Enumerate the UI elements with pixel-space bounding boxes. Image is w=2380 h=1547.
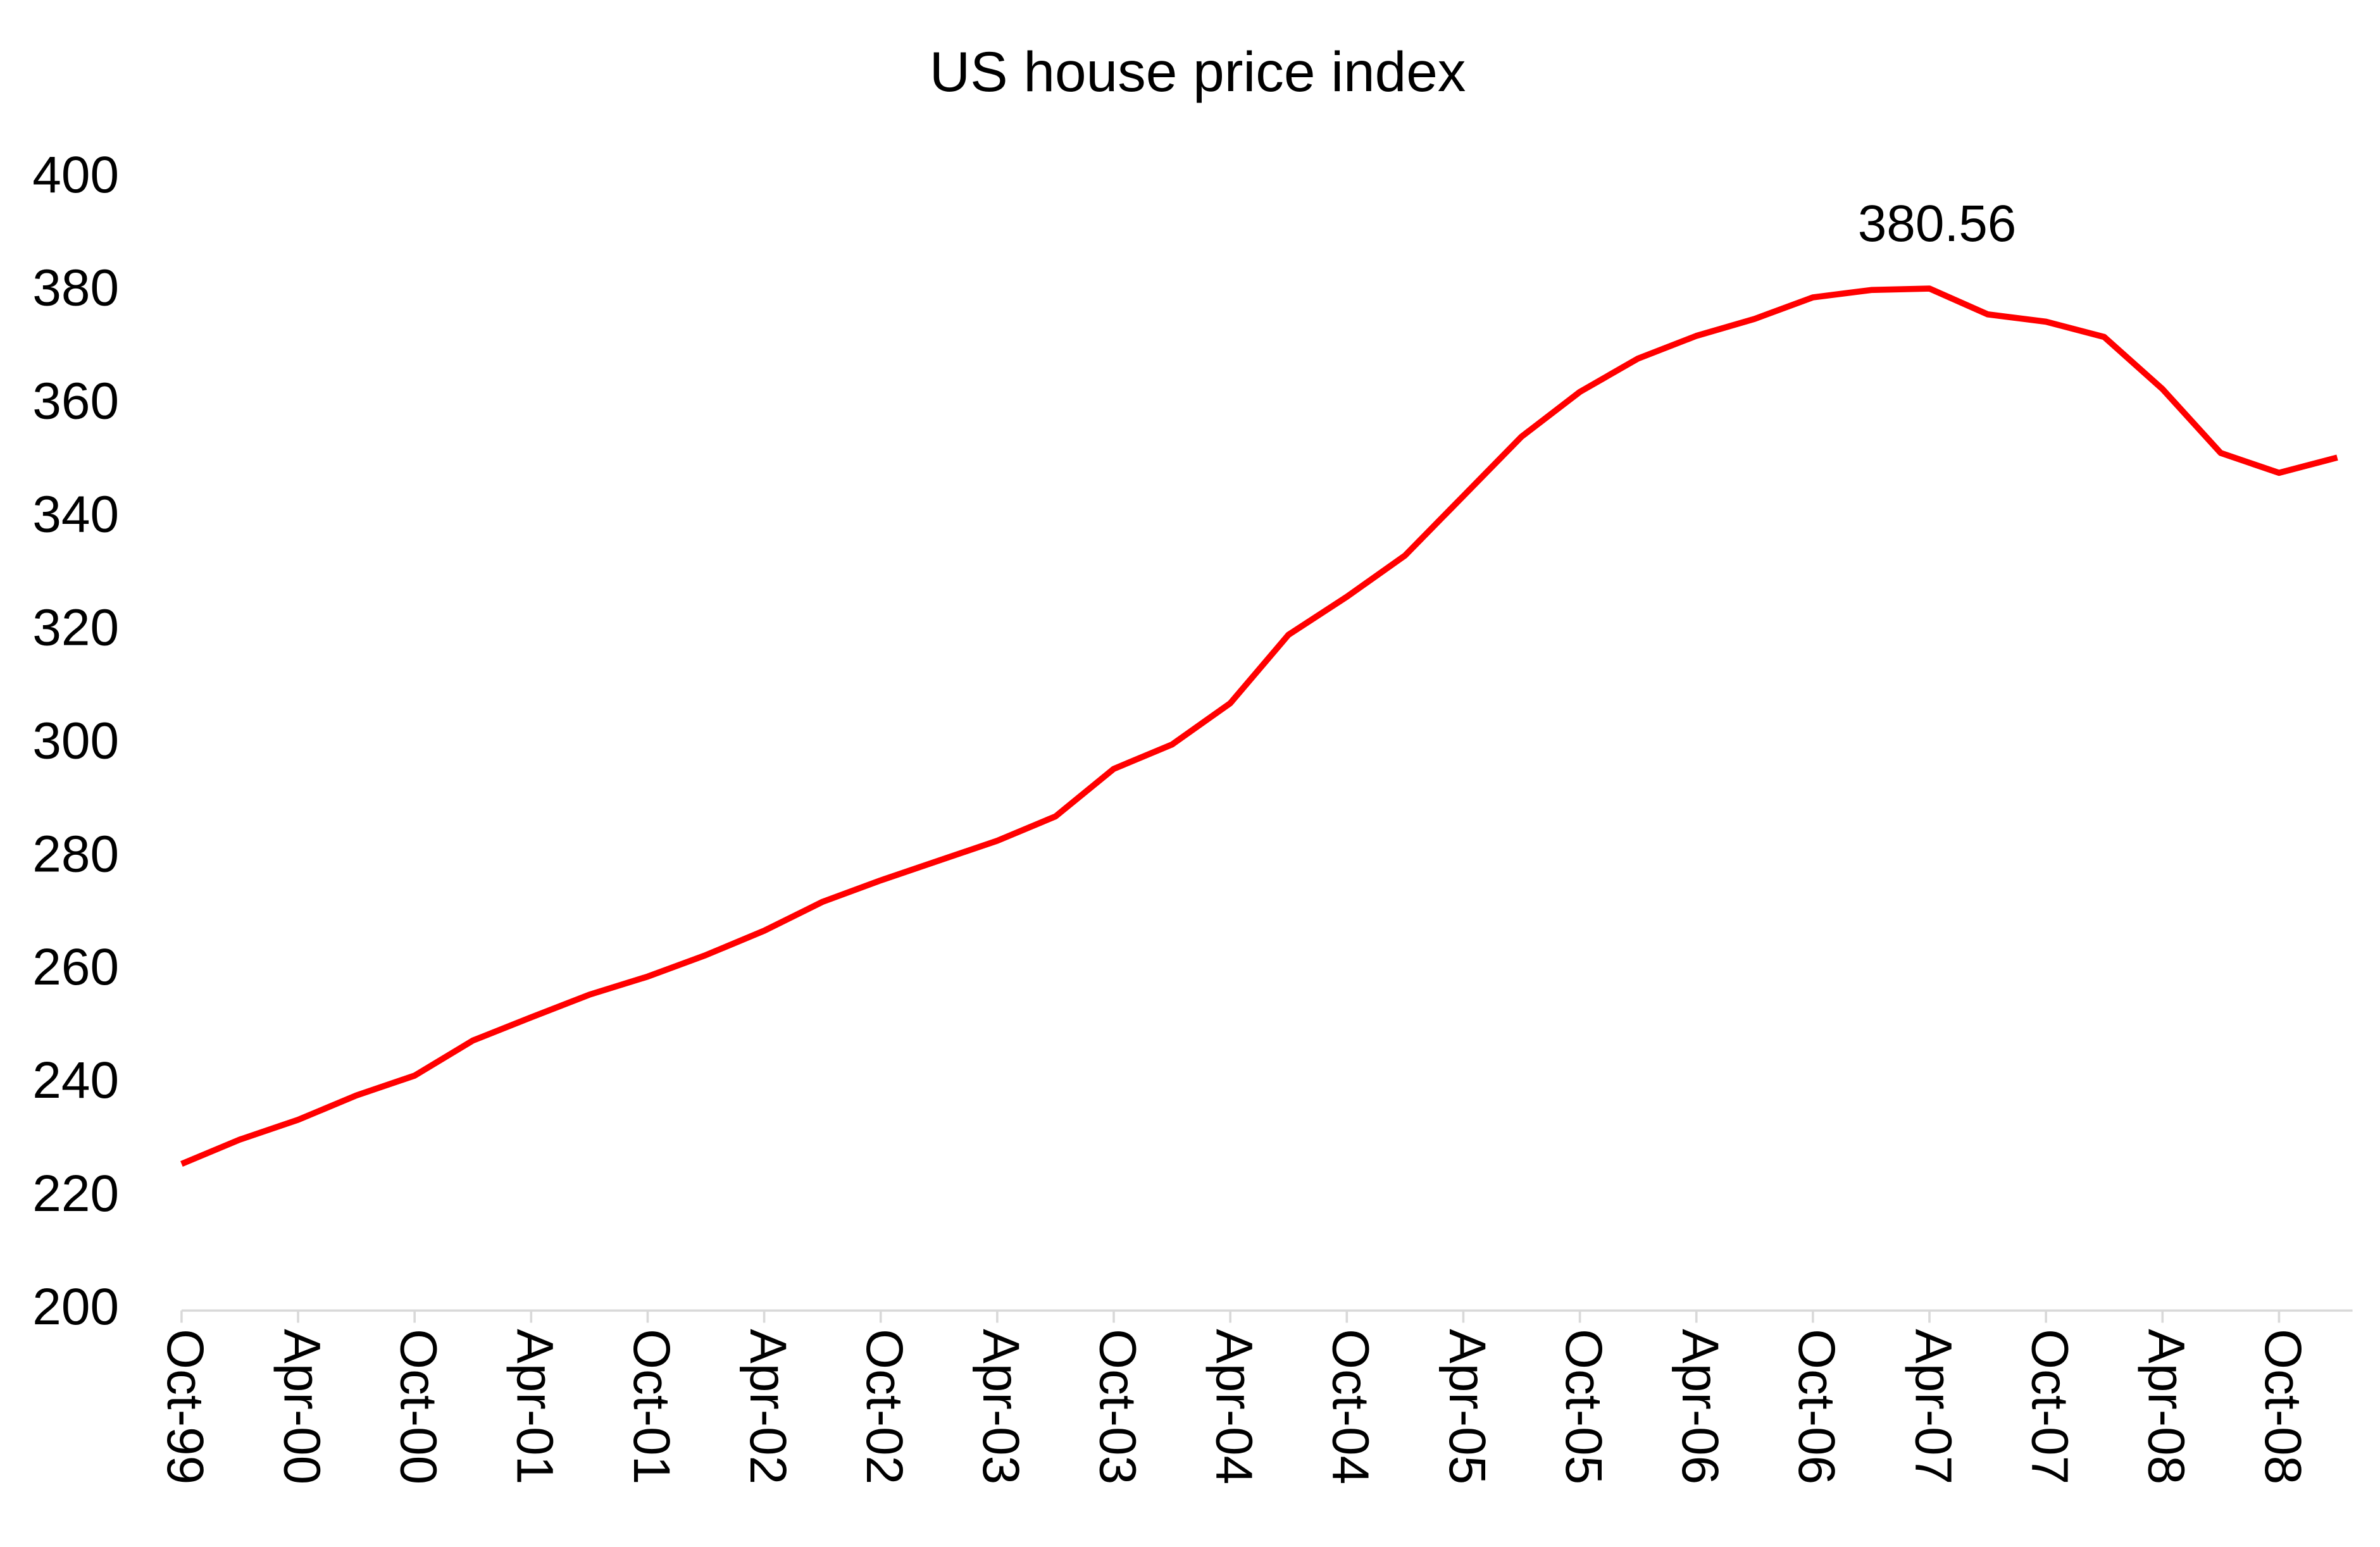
x-tick-label: Oct-08 — [2254, 1329, 2312, 1484]
y-tick-label: 260 — [32, 938, 119, 996]
x-tick-label: Apr-07 — [1904, 1329, 1962, 1484]
x-tick-label: Oct-07 — [2021, 1329, 2078, 1484]
chart-title: US house price index — [930, 40, 1466, 103]
y-tick-label: 300 — [32, 712, 119, 769]
line-series — [180, 285, 2338, 1167]
x-tick-label: Apr-08 — [2138, 1329, 2195, 1484]
x-tick-label: Oct-03 — [1088, 1329, 1146, 1484]
y-tick-label: 380 — [32, 259, 119, 317]
x-tick-label: Apr-06 — [1671, 1329, 1729, 1484]
x-tick-label: Oct-01 — [623, 1329, 680, 1484]
x-tick-label: Oct-06 — [1788, 1329, 1845, 1484]
y-tick-label: 200 — [32, 1278, 119, 1336]
x-tick-label: Oct-02 — [856, 1329, 913, 1484]
y-tick-label: 240 — [32, 1052, 119, 1109]
y-tick-label: 360 — [32, 373, 119, 430]
y-tick-label: 340 — [32, 486, 119, 544]
x-tick-label: Apr-05 — [1438, 1329, 1496, 1484]
y-tick-label: 280 — [32, 825, 119, 883]
x-tick-label: Apr-01 — [506, 1329, 564, 1484]
x-tick-label: Oct-04 — [1322, 1329, 1380, 1484]
data-label: 380.56 — [1858, 195, 2017, 252]
y-tick-label: 320 — [32, 599, 119, 656]
x-tick-label: Apr-00 — [273, 1329, 330, 1484]
x-tick-label: Apr-04 — [1206, 1329, 1263, 1484]
x-tick-label: Oct-99 — [156, 1329, 214, 1484]
y-tick-label: 400 — [32, 146, 119, 204]
x-tick-label: Apr-03 — [972, 1329, 1030, 1484]
y-tick-label: 220 — [32, 1165, 119, 1222]
x-tick-label: Oct-00 — [390, 1329, 447, 1484]
x-tick-label: Oct-05 — [1555, 1329, 1612, 1484]
x-tick-label: Apr-02 — [739, 1329, 797, 1484]
